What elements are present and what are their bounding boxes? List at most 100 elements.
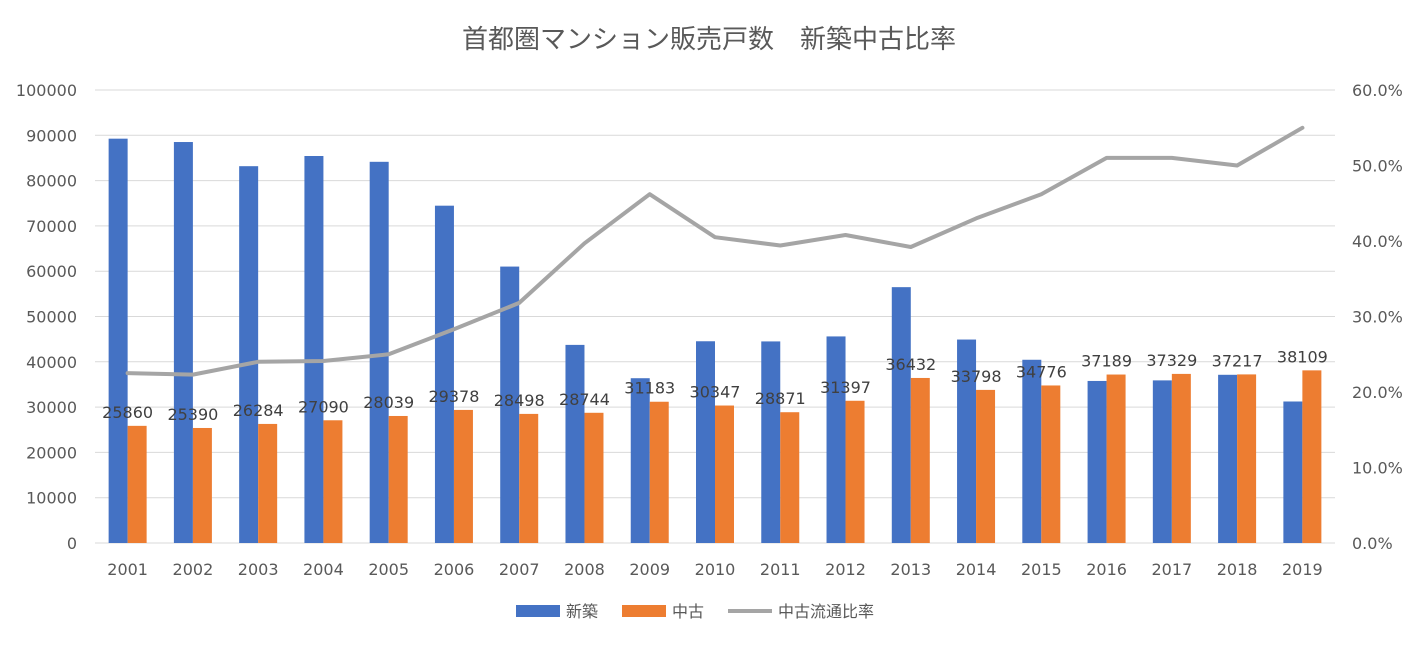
bar-新築-2010 [696,341,715,543]
bar-新築-2018 [1218,374,1238,543]
x-tick-label: 2007 [499,560,540,579]
x-tick-label: 2003 [238,560,279,579]
bar-中古-2013 [910,377,930,543]
legend-label: 新築 [566,602,598,621]
left-tick-label: 90000 [26,126,77,145]
line-中古流通比率 [125,125,1305,377]
right-tick-label: 20.0% [1352,383,1403,402]
x-tick-label: 2019 [1282,560,1323,579]
x-tick-label: 2014 [956,560,997,579]
bar-中古-2008 [584,412,604,543]
data-label: 34776 [1016,362,1067,381]
ratio-line [125,125,1305,377]
data-label: 28871 [755,389,806,408]
left-tick-label: 30000 [26,398,77,417]
bar-中古-2012 [845,400,865,543]
data-label: 33798 [951,367,1002,386]
x-tick-label: 2001 [107,560,148,579]
bar-中古-2016 [1106,374,1126,543]
data-label: 36432 [885,355,936,374]
x-axis: 2001 2002 2003 2004 2005 2006 2007 2008 2009 2010… [107,560,1322,579]
legend-label: 中古流通比率 [778,602,874,621]
x-tick-label: 2008 [564,560,605,579]
bar-新築-2001 [108,138,128,543]
bar-新築-2008 [565,344,585,543]
right-tick-label: 10.0% [1352,459,1403,478]
left-tick-label: 70000 [26,217,77,236]
x-tick-label: 2002 [173,560,214,579]
bar-新築-2019 [1283,401,1303,543]
bar-中古-2017 [1171,373,1191,543]
data-label: 38109 [1277,347,1328,366]
right-tick-label: 40.0% [1352,232,1403,251]
left-tick-label: 10000 [26,489,77,508]
bar-中古-2005 [388,415,408,543]
data-label: 37217 [1212,351,1263,370]
bar-中古-2002 [192,427,212,543]
bar-中古-2011 [780,412,800,543]
bar-中古-2006 [453,409,473,543]
bar-新築-2012 [826,336,846,543]
bar-中古-2015 [1041,385,1061,543]
data-label: 31183 [624,379,675,398]
bar-中古-2001 [127,425,147,543]
x-tick-label: 2018 [1217,560,1258,579]
data-label: 31397 [820,378,871,397]
x-tick-label: 2015 [1021,560,1062,579]
x-tick-label: 2013 [890,560,931,579]
left-axis: 0 10000 20000 30000 40000 50000 60000 70000 8000… [16,81,77,553]
left-tick-label: 40000 [26,353,77,372]
bar-中古-2009 [649,401,669,543]
bar-中古-2019 [1302,370,1322,543]
bar-新築-2002 [173,142,193,543]
bar-中古-2014 [976,389,996,543]
data-label: 26284 [233,401,284,420]
x-tick-label: 2012 [825,560,866,579]
data-label: 28039 [363,393,414,412]
left-tick-label: 50000 [26,308,77,327]
right-axis: 0.0% 10.0% 20.0% 30.0% 40.0% 50.0% 60.0% [1352,81,1403,553]
data-label: 27090 [298,397,349,416]
x-tick-label: 2016 [1086,560,1127,579]
data-label: 25860 [102,403,153,422]
bar-新築-2004 [304,156,324,543]
bar-新築-2013 [891,287,911,543]
data-labels: 25860 25390 26284 27090 28039 29378 28498 28744… [102,347,1328,424]
bar-新築-2005 [369,161,389,543]
data-label: 25390 [167,405,218,424]
bar-中古-2004 [323,420,343,543]
x-tick-label: 2005 [368,560,409,579]
legend: 新築 中古 中古流通比率 [516,602,874,621]
right-tick-label: 60.0% [1352,81,1403,100]
legend-label: 中古 [672,602,704,621]
bar-中古-2003 [258,423,278,543]
left-tick-label: 20000 [26,443,77,462]
bar-新築-2014 [957,339,977,543]
bar-新築-2006 [434,205,454,543]
bar-新築-2017 [1152,380,1172,543]
bar-中古-2010 [715,405,734,543]
bars [108,138,1322,543]
x-tick-label: 2004 [303,560,344,579]
chart-title: 首都圏マンション販売戸数 新築中古比率 [462,25,956,55]
bar-新築-2007 [500,266,520,543]
right-tick-label: 0.0% [1352,534,1393,553]
data-label: 37189 [1081,352,1132,371]
bar-新築-2003 [239,166,259,543]
x-tick-label: 2010 [695,560,736,579]
x-tick-label: 2009 [629,560,670,579]
bar-新築-2016 [1087,380,1107,543]
legend-swatch [516,605,560,617]
left-tick-label: 100000 [16,81,77,100]
legend-swatch [622,605,666,617]
right-tick-label: 30.0% [1352,308,1403,327]
right-tick-label: 50.0% [1352,157,1403,176]
data-label: 28744 [559,390,610,409]
x-tick-label: 2011 [760,560,801,579]
bar-中古-2007 [519,413,539,543]
bar-新築-2015 [1022,359,1042,543]
data-label: 37329 [1146,351,1197,370]
data-label: 30347 [690,383,741,402]
